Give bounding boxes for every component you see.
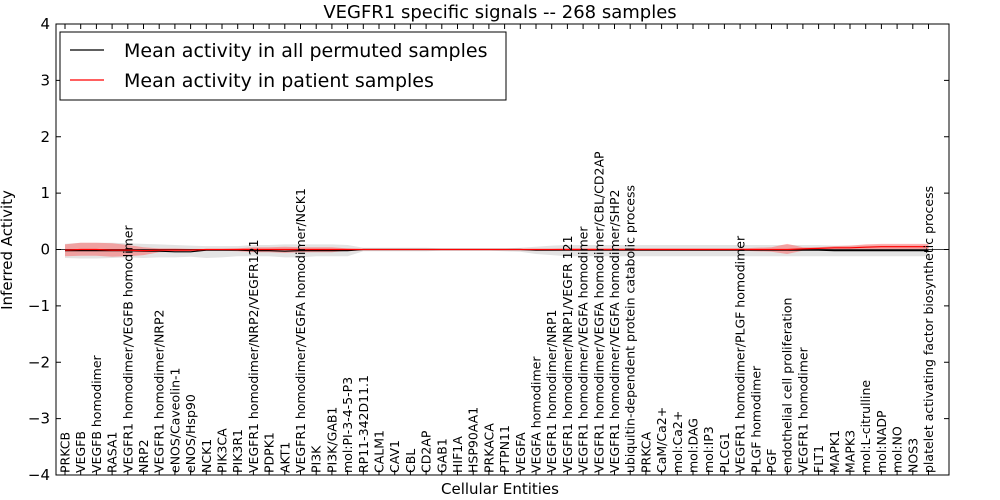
x-tick-label: mol:NADP	[874, 410, 889, 473]
series-lines	[64, 246, 929, 253]
x-tick-label: CaM/Ca2+	[654, 407, 669, 473]
x-axis-label: Cellular Entities	[441, 480, 559, 498]
x-tick-label: VEGFR1 homodimer/NRP2/VEGFR121	[246, 239, 261, 473]
y-tick-label: 4	[40, 15, 50, 33]
x-tick-label: mol:PI-3-4-5-P3	[340, 377, 355, 473]
x-tick-label: VEGFA	[513, 432, 528, 473]
x-tick-label: AKT1	[277, 442, 292, 473]
y-axis-ticks: −4 −3 −2 −1 0 1 2 3 4	[28, 15, 949, 484]
x-tick-label: mol:NO	[890, 426, 905, 473]
x-tick-label: GAB1	[434, 438, 449, 473]
x-tick-label: RP11-342D11.1	[356, 375, 371, 473]
y-tick-label: −2	[28, 353, 50, 371]
y-tick-label: 1	[40, 184, 50, 202]
x-tick-label: VEGFR1 homodimer/VEGFA homodimer/NCK1	[293, 188, 308, 473]
legend-label-patient: Mean activity in patient samples	[124, 70, 434, 92]
x-tick-label: HSP90AA1	[466, 407, 481, 473]
x-tick-label: mol:Ca2+	[670, 411, 685, 473]
x-tick-label: mol:L-citrulline	[858, 380, 873, 473]
x-tick-label: CALM1	[372, 430, 387, 473]
x-tick-label: PRKCA	[638, 432, 653, 473]
x-tick-label: VEGFR1 homodimer	[795, 346, 810, 473]
x-tick-label: platelet activating factor biosynthetic …	[921, 186, 936, 473]
x-tick-label: NOS3	[905, 438, 920, 473]
x-tick-label: eNOS/Hsp90	[183, 394, 198, 473]
x-tick-label: CD2AP	[419, 430, 434, 473]
y-tick-label: −1	[28, 297, 50, 315]
x-tick-label: PIK3R1	[230, 429, 245, 473]
x-tick-label: VEGFB	[73, 431, 88, 473]
x-tick-label: HIF1A	[450, 436, 465, 473]
x-tick-label: mol:DAG	[686, 418, 701, 473]
x-tick-label: MAPK3	[843, 430, 858, 473]
x-tick-label: PRKCB	[58, 432, 73, 473]
y-tick-label: 3	[40, 71, 50, 89]
legend: Mean activity in all permuted samples Me…	[59, 31, 507, 101]
x-tick-label: eNOS/Caveolin-1	[167, 368, 182, 473]
x-tick-label: CBL	[403, 449, 418, 473]
x-tick-label: VEGFA homodimer	[529, 356, 544, 473]
x-tick-label: CAV1	[387, 440, 402, 473]
x-tick-label: VEGFR1 homodimer/VEGFA homodimer/CBL/CD2…	[591, 151, 606, 473]
x-tick-label: VEGFR1 homodimer/PLGF homodimer	[733, 235, 748, 473]
x-tick-label: ubiquitin-dependent protein catabolic pr…	[623, 185, 638, 473]
x-tick-label: VEGFR1 homodimer/VEGFB homodimer	[120, 225, 135, 473]
x-tick-label: endothelial cell proliferation	[780, 298, 795, 473]
x-tick-label: VEGFR1 homodimer/NRP1/VEGFR 121	[560, 235, 575, 473]
x-tick-label: VEGFR1 homodimer/NRP2	[152, 310, 167, 473]
x-tick-label: VEGFB homodimer	[89, 354, 104, 473]
x-tick-label: FLT1	[811, 445, 826, 473]
y-tick-label: −4	[28, 466, 50, 484]
legend-box	[59, 31, 507, 101]
x-tick-label: VEGFR1 homodimer/VEGFA homodimer	[576, 226, 591, 473]
patient-mean-line	[64, 246, 929, 252]
x-tick-label: PLGF homodimer	[748, 365, 763, 473]
x-tick-label: PLCG1	[717, 432, 732, 473]
x-tick-label: PIK3CA	[215, 428, 230, 473]
x-tick-label: PTPN11	[497, 425, 512, 473]
x-tick-label: PDPK1	[262, 432, 277, 473]
x-tick-label: NCK1	[199, 439, 214, 473]
x-tick-label: PGF	[764, 449, 779, 473]
y-axis-label: Inferred Activity	[0, 190, 16, 310]
x-tick-label: NRP2	[136, 439, 151, 473]
x-tick-label: MAPK1	[827, 430, 842, 473]
y-tick-label: 2	[40, 128, 50, 146]
y-tick-label: 0	[40, 241, 50, 259]
x-tick-label: mol:IP3	[701, 426, 716, 473]
chart-title: VEGFR1 specific signals -- 268 samples	[323, 2, 676, 23]
x-tick-label: RASA1	[105, 432, 120, 473]
x-tick-label: VEGFR1 homodimer/VEGFA homodimer/SHP2	[607, 189, 622, 473]
legend-label-permuted: Mean activity in all permuted samples	[124, 40, 487, 62]
x-axis-ticks: PRKCB VEGFB VEGFB homodimer RASA1 VEGFR1 hom…	[58, 24, 936, 475]
x-tick-label: PI3K/GAB1	[324, 407, 339, 473]
y-tick-label: −3	[28, 410, 50, 428]
x-tick-label: PI3K	[309, 445, 324, 473]
x-tick-label: PRKACA	[481, 423, 496, 473]
x-tick-label: VEGFR1 homodimer/NRP1	[544, 310, 559, 473]
permuted-band	[65, 242, 929, 259]
